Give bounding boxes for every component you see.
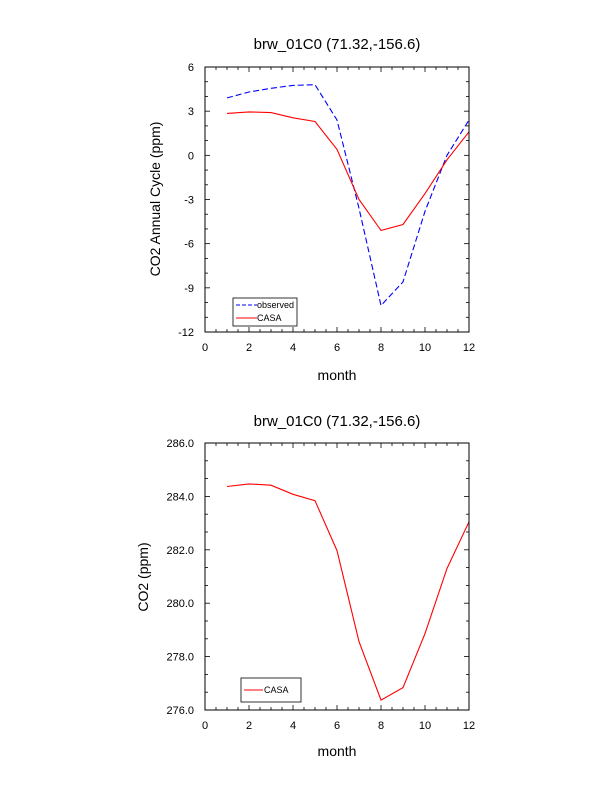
- legend-label-casa: CASA: [264, 685, 289, 695]
- series-lines: [226, 84, 470, 307]
- y-tick-label: -6: [184, 239, 194, 251]
- y-axis-label: CO2 (ppm): [135, 542, 151, 611]
- y-tick-label: 6: [188, 62, 194, 74]
- x-tick-label: 8: [378, 342, 384, 354]
- x-tick-label: 4: [290, 342, 296, 354]
- x-tick-label: 10: [419, 720, 431, 732]
- x-tick-label: 12: [463, 342, 475, 354]
- chart-annual-cycle: brw_01C0 (71.32,-156.6) month CO2 Annual…: [147, 36, 475, 383]
- y-tick-label: 278.0: [166, 652, 194, 664]
- plot-frame: [204, 442, 470, 711]
- x-tick-label: 2: [246, 720, 252, 732]
- x-tick-label: 4: [290, 720, 296, 732]
- y-tick-label: 282.0: [166, 545, 194, 557]
- x-tick-label: 6: [334, 720, 340, 732]
- chart-title: brw_01C0 (71.32,-156.6): [254, 413, 421, 430]
- chart-title: brw_01C0 (71.32,-156.6): [254, 36, 421, 53]
- y-tick-label: -12: [178, 327, 194, 339]
- series-lines: [226, 483, 470, 701]
- x-tick-label: 0: [202, 342, 208, 354]
- x-axis-label: month: [318, 743, 357, 759]
- y-axis-label: CO2 Annual Cycle (ppm): [147, 122, 163, 277]
- series-line-observed: [226, 84, 470, 307]
- legend: CASA: [240, 677, 302, 703]
- y-tick-label: 286.0: [166, 438, 194, 450]
- y-tick-label: 276.0: [166, 705, 194, 717]
- axis-ticks: 0 2 4 6 8 10 12 276.0 278.0 280.0 282.0 284.0 286.0: [166, 438, 475, 732]
- y-tick-label: 3: [188, 106, 194, 118]
- x-axis-label: month: [318, 367, 357, 383]
- legend-label-casa: CASA: [257, 313, 282, 323]
- plot-frame: [204, 66, 470, 333]
- x-tick-label: 12: [463, 720, 475, 732]
- axis-ticks: 0 2 4 6 8 10 12 -12 -9 -6 -3 0 3 6: [178, 62, 475, 354]
- legend-label-observed: observed: [257, 300, 294, 310]
- series-line-casa: [226, 483, 470, 701]
- x-tick-label: 2: [246, 342, 252, 354]
- y-tick-label: 280.0: [166, 598, 194, 610]
- legend-box: [232, 297, 298, 327]
- y-tick-label: -3: [184, 195, 194, 207]
- chart-co2: brw_01C0 (71.32,-156.6) month CO2 (ppm) …: [135, 413, 475, 759]
- x-tick-label: 6: [334, 342, 340, 354]
- y-tick-label: 284.0: [166, 491, 194, 503]
- x-tick-label: 0: [202, 720, 208, 732]
- legend: observed CASA: [232, 297, 298, 327]
- x-tick-label: 10: [419, 342, 431, 354]
- x-tick-label: 8: [378, 720, 384, 732]
- series-line-casa: [226, 111, 470, 232]
- y-tick-label: 0: [188, 150, 194, 162]
- y-tick-label: -9: [184, 283, 194, 295]
